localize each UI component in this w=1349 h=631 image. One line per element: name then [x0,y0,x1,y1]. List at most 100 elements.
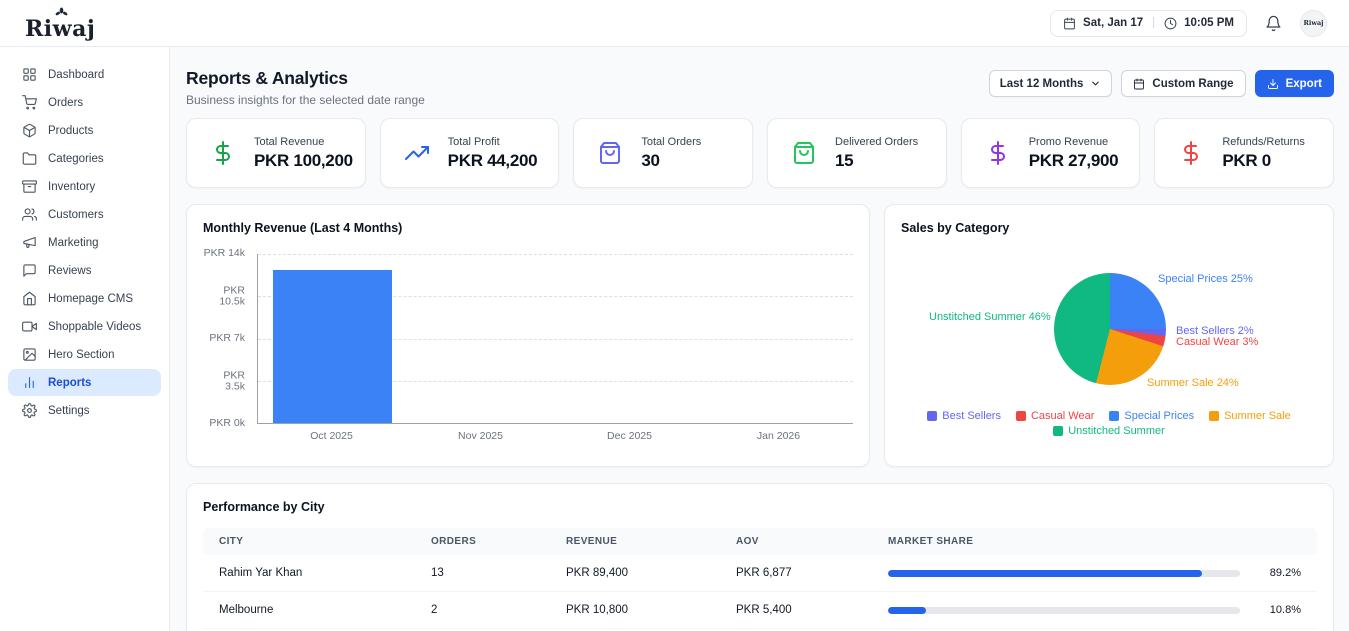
page-title: Reports & Analytics [186,68,425,89]
megaphone-icon [22,235,37,250]
legend-item-best-sellers[interactable]: Best Sellers [927,410,1001,422]
x-axis-label: Oct 2025 [257,430,406,442]
market-share-fill [888,570,1202,577]
video-icon [22,319,37,334]
bar-chart-x-axis: Oct 2025Nov 2025Dec 2025Jan 2026 [257,430,853,442]
kpi-label: Refunds/Returns [1222,136,1305,148]
column-header-aov: AOV [720,528,872,555]
sidebar-item-inventory[interactable]: Inventory [8,173,161,200]
cell-orders: 13 [415,555,550,592]
legend-item-special-prices[interactable]: Special Prices [1109,410,1194,422]
sales-by-category-card: Sales by Category Special Prices 25%Best… [884,204,1334,467]
dollar-icon [1179,141,1203,165]
brand-logo: Riwaj [25,6,95,40]
column-header-city: City [203,528,415,555]
export-label: Export [1286,78,1322,90]
folder-icon [22,151,37,166]
market-share-fill [888,607,926,614]
sidebar-item-reviews[interactable]: Reviews [8,257,161,284]
sidebar-item-marketing[interactable]: Marketing [8,229,161,256]
column-header-market-share: Market Share [872,528,1317,555]
monthly-revenue-card: Monthly Revenue (Last 4 Months) PKR 14kP… [186,204,870,467]
y-axis-tick: PKR 7k [203,333,245,345]
y-axis-tick: PKR 0k [203,418,245,430]
legend-label: Unstitched Summer [1068,425,1165,437]
dollar-icon [986,141,1010,165]
sidebar-item-hero-section[interactable]: Hero Section [8,341,161,368]
sidebar-item-categories[interactable]: Categories [8,145,161,172]
sidebar-item-label: Orders [48,97,83,109]
legend-item-summer-sale[interactable]: Summer Sale [1209,410,1291,422]
current-time: 10:05 PM [1184,17,1234,29]
sidebar-item-homepage-cms[interactable]: Homepage CMS [8,285,161,312]
kpi-value: PKR 44,200 [448,151,538,171]
dollar-icon [211,141,235,165]
archive-icon [22,179,37,194]
pie-chart-title: Sales by Category [901,221,1317,235]
home-icon [22,291,37,306]
current-date: Sat, Jan 17 [1083,17,1143,29]
kpi-label: Total Orders [641,136,701,148]
table-title: Performance by City [203,500,1317,514]
kpi-value: 30 [641,151,701,171]
dashboard-icon [22,67,37,82]
cell-market-share: 89.2% [872,555,1317,592]
user-avatar[interactable]: Riwaj [1300,10,1327,37]
kpi-text: Refunds/Returns PKR 0 [1222,136,1305,171]
divider: | [1152,17,1155,29]
kpi-card-total-revenue: Total Revenue PKR 100,200 [186,118,366,188]
kpi-text: Delivered Orders 15 [835,136,918,171]
sidebar-item-shoppable-videos[interactable]: Shoppable Videos [8,313,161,340]
y-axis-tick: PKR 10.5k [203,285,245,308]
legend-label: Special Prices [1124,410,1194,422]
custom-range-button[interactable]: Custom Range [1121,70,1245,97]
legend-swatch [927,411,937,421]
legend-swatch [1053,426,1063,436]
kpi-value: PKR 27,900 [1029,151,1119,171]
cell-city: Rahim Yar Khan [203,555,415,592]
sidebar-item-label: Inventory [48,181,95,193]
cell-orders: 2 [415,592,550,629]
sidebar-item-customers[interactable]: Customers [8,201,161,228]
kpi-value: 15 [835,151,918,171]
city-performance-table: CityOrdersRevenueAOVMarket Share Rahim Y… [203,528,1317,629]
kpi-text: Total Revenue PKR 100,200 [254,136,353,171]
calendar-icon [1063,17,1076,30]
kpi-card-total-orders: Total Orders 30 [573,118,753,188]
export-button[interactable]: Export [1255,70,1334,97]
bag-icon [598,141,622,165]
monthly-revenue-bar-chart: PKR 14kPKR 10.5kPKR 7kPKR 3.5kPKR 0k [203,254,853,424]
kpi-card-refunds-returns: Refunds/Returns PKR 0 [1154,118,1334,188]
avatar-label: Riwaj [1303,19,1323,27]
notifications-button[interactable] [1263,13,1284,34]
kpi-label: Total Profit [448,136,538,148]
sidebar-item-orders[interactable]: Orders [8,89,161,116]
sidebar-nav: Dashboard Orders ProductsCategories Invento… [0,47,170,631]
custom-range-label: Custom Range [1152,78,1233,90]
sidebar-item-label: Shoppable Videos [48,321,141,333]
cart-icon [22,95,37,110]
main-content: Reports & Analytics Business insights fo… [170,47,1349,631]
datetime-display: Sat, Jan 17 | 10:05 PM [1050,10,1247,37]
legend-item-unstitched-summer[interactable]: Unstitched Summer [1053,425,1165,437]
sidebar-item-dashboard[interactable]: Dashboard [8,61,161,88]
pie-slice-label-unstitched-summer: Unstitched Summer 46% [929,311,1051,323]
date-range-select[interactable]: Last 12 Months [989,70,1113,97]
page-heading: Reports & Analytics Business insights fo… [186,68,425,107]
kpi-card-total-profit: Total Profit PKR 44,200 [380,118,560,188]
market-share-label: 89.2% [1270,567,1301,579]
kpi-label: Total Revenue [254,136,353,148]
message-icon [22,263,37,278]
brand-name: Riwaj [25,16,95,42]
sidebar-item-settings[interactable]: Settings [8,397,161,424]
sidebar-item-products[interactable]: Products [8,117,161,144]
sidebar-item-label: Homepage CMS [48,293,133,305]
cell-aov: PKR 6,877 [720,555,872,592]
page-subtitle: Business insights for the selected date … [186,93,425,107]
revenue-bar-oct-2025[interactable] [273,270,392,423]
legend-item-casual-wear[interactable]: Casual Wear [1016,410,1094,422]
pie-slice-label-summer-sale: Summer Sale 24% [1147,377,1239,389]
bag-icon [792,141,816,165]
sidebar-item-reports[interactable]: Reports [8,369,161,396]
x-axis-label: Nov 2025 [406,430,555,442]
